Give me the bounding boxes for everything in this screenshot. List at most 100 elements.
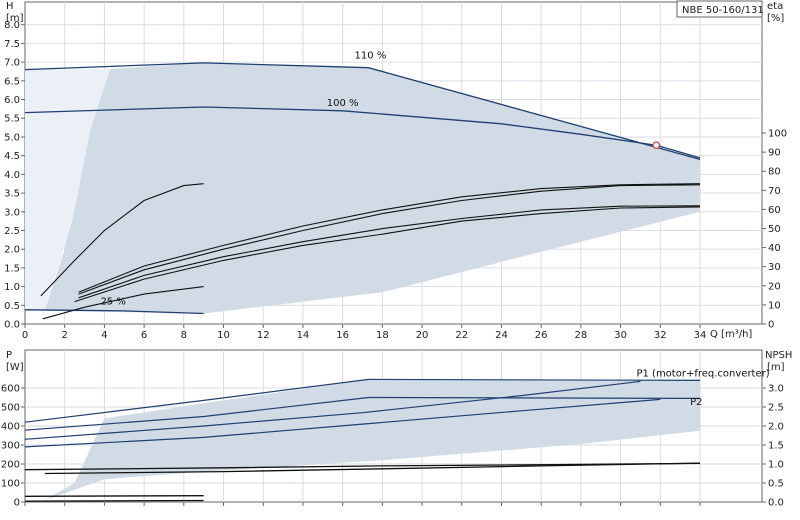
top-operating-region	[25, 62, 700, 314]
bottom-ylabel: P	[6, 350, 12, 361]
annotation-25: 25 %	[100, 297, 125, 308]
top-ytick-label: 1.5	[4, 263, 20, 274]
top-y2tick-label: 0	[768, 320, 774, 331]
top-xtick-label: 12	[257, 330, 270, 341]
annotation-p1: P1 (motor+freq.converter)	[636, 369, 769, 380]
top-y2label: eta	[767, 1, 783, 12]
top-region-left-band	[25, 68, 111, 311]
bottom-y2unit: [m]	[767, 362, 785, 373]
top-ytick-label: 5.5	[4, 114, 20, 125]
annotation-110: 110 %	[355, 50, 387, 61]
top-y2tick-label: 50	[768, 224, 781, 235]
top-y2tick-label: 40	[768, 243, 781, 254]
top-y2tick-label: 70	[768, 186, 781, 197]
power-curve	[44, 462, 701, 475]
top-ytick-label: 8.0	[4, 20, 20, 31]
top-xtick-label: 8	[181, 330, 187, 341]
annotation-p2: P2	[690, 397, 702, 408]
top-xtick-label: 6	[141, 330, 147, 341]
top-ytick-label: 6.0	[4, 95, 20, 106]
top-ytick-label: 4.0	[4, 170, 20, 181]
top-ytick-label: 4.5	[4, 151, 20, 162]
top-y2tick-label: 80	[768, 167, 781, 178]
power-curve	[24, 398, 661, 448]
bottom-ytick-label: 500	[1, 403, 20, 414]
bottom-y2tick-label: 3.0	[768, 384, 784, 395]
top-ytick-label: 2.5	[4, 226, 20, 237]
top-xtick-label: 20	[416, 330, 429, 341]
top-xtick-label: 18	[376, 330, 389, 341]
top-xlabel: Q [m³/h]	[710, 329, 752, 340]
chart-title: NBE 50-160/131	[682, 5, 764, 16]
top-ytick-label: 2.0	[4, 245, 20, 256]
top-xtick-label: 4	[101, 330, 107, 341]
bottom-ytick-label: 400	[1, 422, 20, 433]
bottom-yunit: [W]	[6, 362, 24, 373]
efficiency-curve	[78, 205, 701, 299]
top-ytick-label: 0.0	[4, 320, 20, 331]
top-xtick-label: 0	[22, 330, 28, 341]
top-xtick-label: 24	[495, 330, 508, 341]
bottom-ytick-label: 0	[14, 498, 20, 509]
top-y2tick-label: 20	[768, 281, 781, 292]
bottom-ticks: 0 100 200 300 400 500 600 0.0 0.5 1.0 1.5 2.0 2.5 3.0	[1, 384, 784, 509]
top-ytick-label: 5.0	[4, 132, 20, 143]
bottom-y2tick-label: 2.5	[768, 403, 784, 414]
top-curves: 110 % 100 % 25 %	[24, 50, 701, 320]
top-ytick-label: 0.5	[4, 301, 20, 312]
bottom-y2tick-label: 0.5	[768, 479, 784, 490]
head-curve	[24, 62, 701, 161]
top-xtick-label: 30	[614, 330, 627, 341]
bottom-y2tick-label: 1.5	[768, 441, 784, 452]
top-xtick-label: 10	[217, 330, 230, 341]
bottom-ytick-label: 200	[1, 460, 20, 471]
efficiency-curve	[78, 183, 701, 293]
efficiency-curve	[78, 184, 701, 295]
bottom-curves: P1 (motor+freq.converter) P2	[24, 369, 770, 502]
bottom-ytick-label: 600	[1, 384, 20, 395]
top-ytick-label: 3.5	[4, 189, 20, 200]
bottom-y2label: NPSH	[765, 350, 792, 361]
duty-point-marker	[652, 141, 661, 149]
top-xtick-label: 28	[575, 330, 588, 341]
top-y2tick-label: 90	[768, 148, 781, 159]
bottom-y2tick-label: 1.0	[768, 460, 784, 471]
top-yunit: [m]	[6, 13, 24, 24]
annotation-100: 100 %	[327, 98, 359, 109]
top-ytick-label: 7.0	[4, 58, 20, 69]
top-y2tick-label: 30	[768, 262, 781, 273]
bottom-ytick-label: 300	[1, 441, 20, 452]
top-region-shape	[44, 62, 700, 314]
power-curve	[24, 378, 701, 423]
power-curve	[24, 396, 701, 431]
head-curve	[24, 309, 204, 315]
top-ytick-label: 1.0	[4, 282, 20, 293]
top-ytick-label: 6.5	[4, 76, 20, 87]
top-xtick-label: 2	[62, 330, 68, 341]
top-y2tick-label: 10	[768, 300, 781, 311]
top-y2tick-label: 60	[768, 205, 781, 216]
top-y2tick-label: 100	[768, 129, 787, 140]
top-y2unit: [%]	[767, 13, 784, 24]
top-xtick-label: 22	[455, 330, 468, 341]
top-ytick-label: 3.0	[4, 207, 20, 218]
efficiency-curve	[40, 183, 204, 297]
power-curve	[24, 380, 641, 440]
power-curve	[24, 495, 204, 497]
chart-title-box	[676, 0, 763, 18]
top-ylabel: H	[6, 1, 14, 12]
top-xtick-label: 32	[654, 330, 667, 341]
bottom-y2tick-label: 0.0	[768, 498, 784, 509]
top-xtick-label: 16	[336, 330, 349, 341]
top-ticks: 0.0 0.5 1.0 1.5 2.0 2.5 3.0 3.5 4.0 4.5 5.0 5.5 6.0 6…	[4, 20, 787, 341]
power-curve	[24, 499, 204, 502]
bottom-ytick-label: 100	[1, 479, 20, 490]
top-xtick-label: 34	[694, 330, 707, 341]
top-xtick-label: 26	[535, 330, 548, 341]
efficiency-curve	[42, 286, 204, 320]
top-ytick-label: 7.5	[4, 39, 20, 50]
power-curve	[24, 462, 701, 471]
bottom-y2tick-label: 2.0	[768, 422, 784, 433]
efficiency-curve	[74, 206, 701, 303]
